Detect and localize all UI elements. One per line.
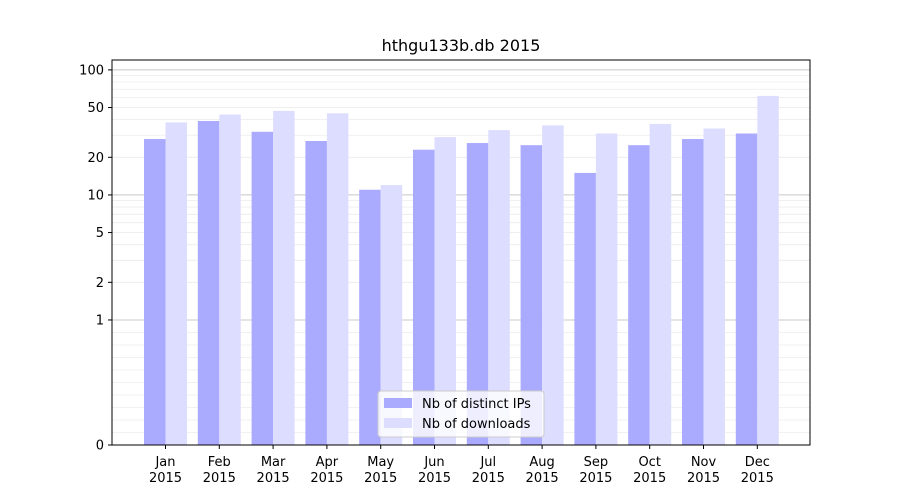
y-axis: 0 1 2 5 10 20 50 100 [79, 63, 112, 454]
bar-downloads [273, 110, 295, 445]
bar-distinct-ips [197, 121, 220, 446]
y-tick-label: 5 [96, 226, 104, 241]
x-tick-label: Nov 2015 [687, 455, 720, 486]
bar-distinct-ips [466, 143, 489, 445]
bar-distinct-ips [628, 145, 650, 445]
legend-swatch [384, 398, 412, 408]
bar-downloads [434, 137, 456, 445]
y-tick-label: 10 [87, 188, 104, 203]
x-tick-label: Jan 2015 [149, 455, 182, 486]
bar-distinct-ips [144, 139, 166, 445]
bar-downloads [595, 133, 618, 445]
legend-swatch [384, 418, 412, 428]
x-tick-label: Mar 2015 [257, 455, 290, 486]
y-tick-label: 20 [87, 151, 104, 166]
x-tick-label: May 2015 [364, 455, 397, 486]
bar-distinct-ips [413, 149, 435, 446]
bar-distinct-ips [520, 145, 543, 445]
x-tick-label: Sep 2015 [579, 455, 612, 486]
legend-label: Nb of distinct IPs [422, 397, 531, 412]
bar-distinct-ips [359, 189, 381, 445]
y-tick-label: 0 [96, 439, 104, 454]
bar-distinct-ips [682, 139, 704, 445]
x-tick-label: Aug 2015 [526, 455, 559, 486]
y-tick-label: 50 [87, 101, 104, 116]
bar-distinct-ips [735, 133, 758, 445]
bars-layer [144, 95, 779, 446]
x-tick-label: Apr 2015 [310, 455, 343, 486]
bar-distinct-ips [251, 131, 274, 445]
bar-downloads [649, 123, 672, 445]
x-axis: Jan 2015 Feb 2015 Mar 2015 Apr 2015 May 2015 Jun 20… [149, 445, 774, 486]
x-tick-label: Jul 2015 [472, 455, 505, 486]
legend-label: Nb of downloads [422, 417, 531, 432]
y-tick-label: 1 [96, 313, 104, 328]
bar-downloads [165, 122, 187, 445]
y-tick-label: 100 [79, 63, 104, 78]
y-tick-label: 2 [96, 276, 104, 291]
chart-title: hthgu133b.db 2015 [382, 36, 541, 55]
bar-distinct-ips [305, 140, 327, 445]
bar-downloads [219, 114, 241, 445]
x-tick-label: Dec 2015 [741, 455, 774, 486]
bar-downloads [326, 113, 349, 445]
bar-downloads [380, 185, 403, 445]
bar-downloads [757, 95, 779, 446]
legend-box [377, 390, 545, 438]
bar-downloads [542, 125, 564, 445]
bar-downloads [488, 130, 510, 445]
x-tick-label: Jun 2015 [418, 455, 451, 486]
bar-downloads [703, 128, 725, 445]
bar-distinct-ips [574, 172, 596, 445]
legend: Nb of distinct IPs Nb of downloads [377, 390, 545, 438]
plot-frame [111, 59, 811, 446]
x-tick-label: Feb 2015 [203, 455, 236, 486]
x-tick-label: Oct 2015 [633, 455, 666, 486]
